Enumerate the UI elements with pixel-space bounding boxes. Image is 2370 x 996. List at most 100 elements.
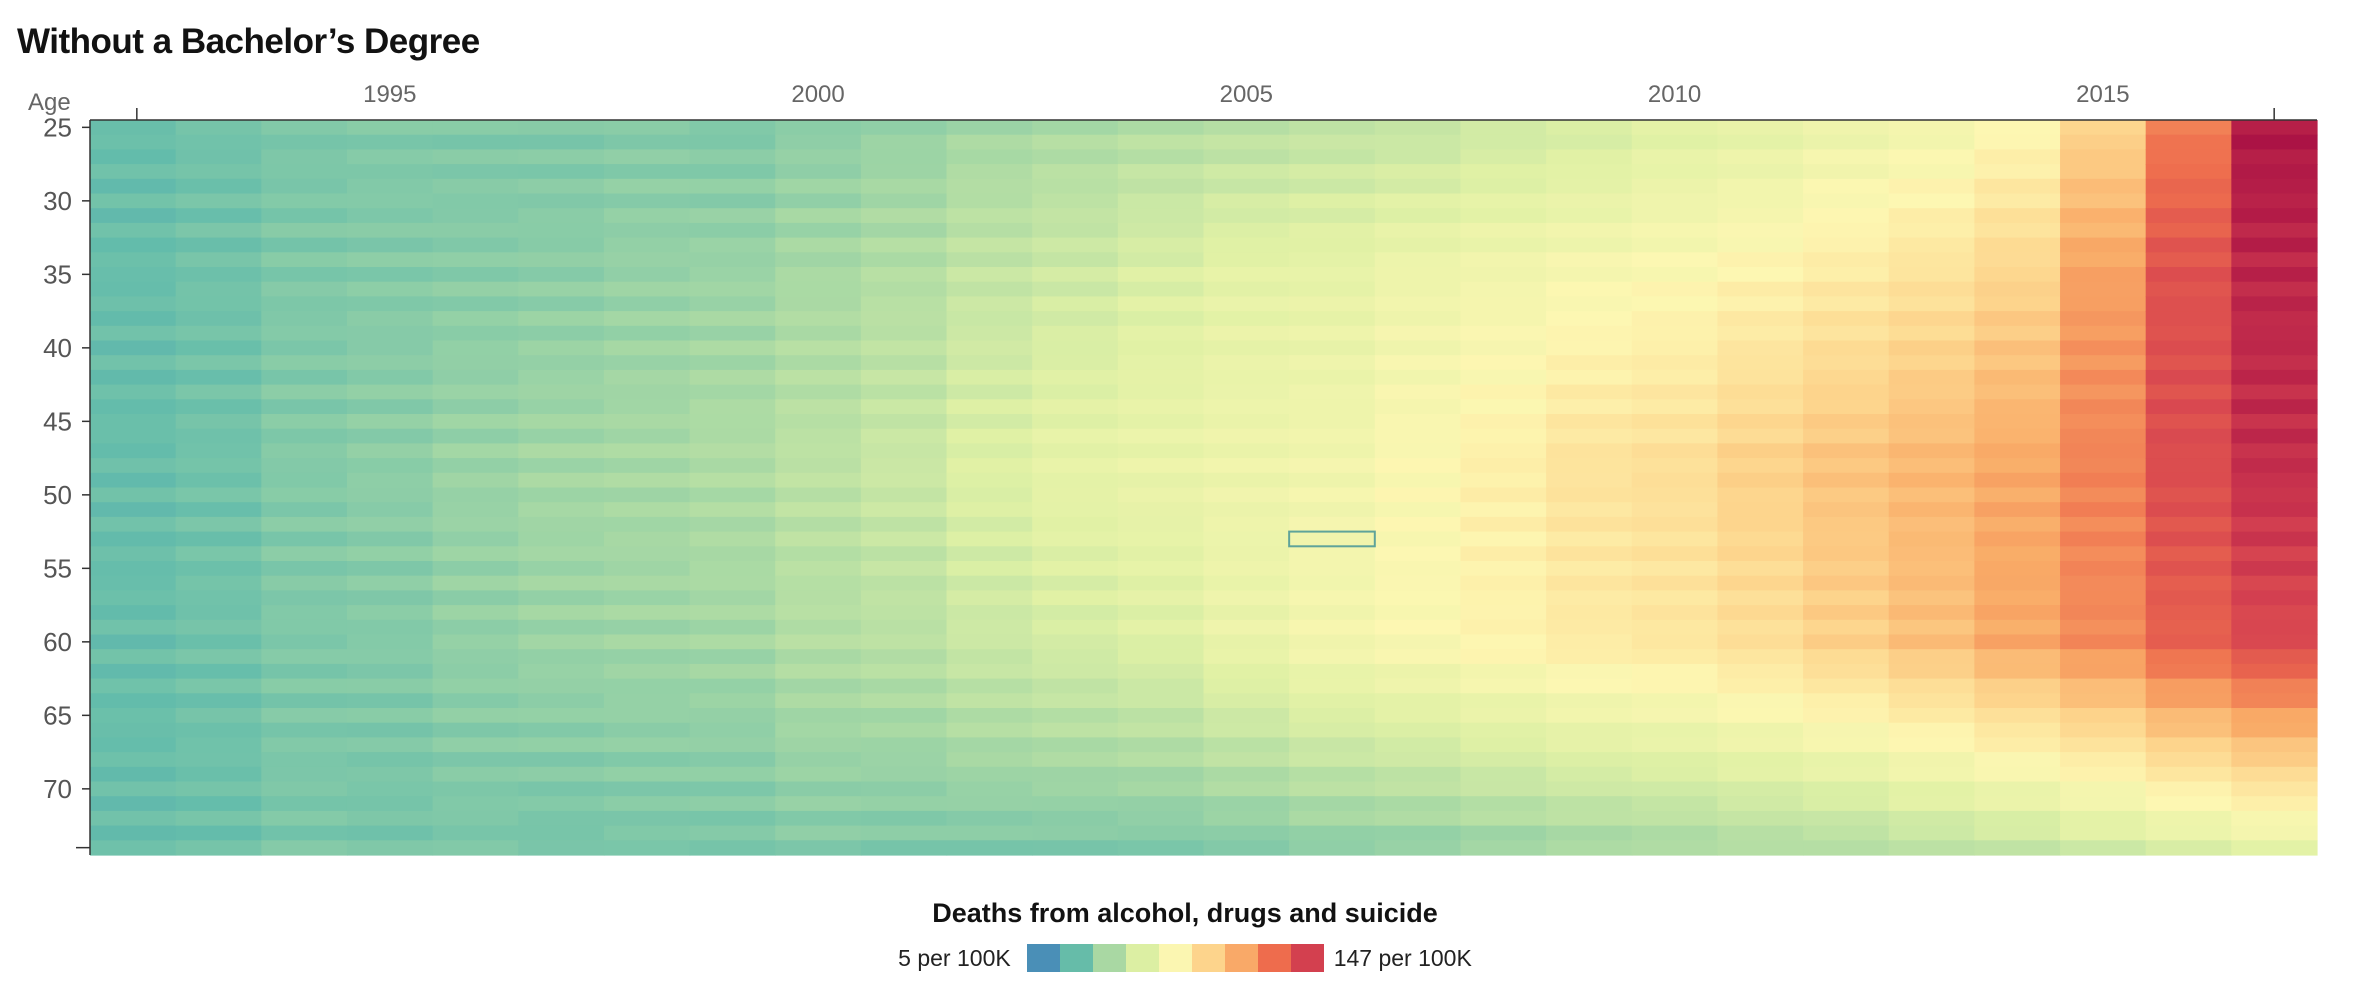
heatmap-cell	[689, 399, 776, 415]
heatmap-cell	[346, 340, 434, 356]
heatmap-cell	[2231, 752, 2318, 768]
heatmap-cell	[603, 193, 691, 209]
heatmap-cell	[946, 766, 1033, 783]
heatmap-cell	[346, 267, 434, 283]
heatmap-cell	[603, 810, 691, 827]
heatmap-cell	[1546, 267, 1633, 283]
heatmap-cell	[1203, 825, 1290, 841]
heatmap-cell	[1032, 619, 1119, 636]
heatmap-cell	[518, 311, 605, 327]
heatmap-cell	[1117, 678, 1205, 694]
heatmap-cell	[1631, 178, 1719, 195]
heatmap-cell	[1289, 472, 1376, 489]
heatmap-cell	[2060, 663, 2147, 680]
heatmap-cell	[175, 708, 262, 724]
heatmap-cell	[1631, 472, 1719, 489]
heatmap-cell	[1717, 605, 1804, 621]
heatmap-cell	[1032, 252, 1119, 268]
heatmap-cell	[2060, 384, 2147, 400]
heatmap-cell	[1460, 590, 1547, 606]
heatmap-cell	[2060, 237, 2147, 253]
heatmap-cell	[2060, 428, 2147, 444]
heatmap-cell	[1803, 325, 1890, 342]
heatmap-cell	[518, 120, 605, 136]
heatmap-cell	[1374, 840, 1462, 856]
heatmap-cell	[432, 590, 519, 606]
heatmap-cell	[261, 678, 348, 694]
heatmap-cell	[1203, 369, 1290, 386]
heatmap-cell	[860, 649, 948, 665]
heatmap-cell	[1032, 605, 1119, 621]
heatmap-cell	[1203, 737, 1290, 753]
heatmap-cell	[261, 561, 348, 577]
heatmap-cell	[775, 384, 862, 400]
heatmap-cell	[432, 193, 519, 209]
heatmap-cell	[1032, 781, 1119, 797]
heatmap-cell	[518, 546, 605, 562]
heatmap-cell	[1631, 252, 1719, 268]
heatmap-cell	[90, 281, 177, 297]
heatmap-cell	[946, 472, 1033, 489]
heatmap-cell	[1032, 590, 1119, 606]
heatmap-cell	[175, 472, 262, 489]
heatmap-cell	[1460, 766, 1547, 783]
heatmap-cell	[518, 840, 605, 856]
heatmap-cell	[2060, 531, 2147, 547]
heatmap-cell	[261, 693, 348, 709]
heatmap-cell	[775, 178, 862, 195]
heatmap-cell	[1374, 414, 1462, 430]
heatmap-cell	[175, 487, 262, 503]
heatmap-cell	[1117, 561, 1205, 577]
heatmap-cell	[1974, 766, 2061, 783]
heatmap-cell	[1546, 208, 1633, 224]
heatmap-cell	[1888, 561, 1975, 577]
heatmap-cell	[1717, 384, 1804, 400]
heatmap-cell	[1117, 825, 1205, 841]
heatmap-cell	[518, 531, 605, 547]
heatmap-cell	[261, 516, 348, 533]
heatmap-cell	[1631, 355, 1719, 371]
heatmap-cell	[175, 678, 262, 694]
heatmap-cell	[2145, 663, 2232, 680]
heatmap-cell	[2145, 399, 2232, 415]
heatmap-cell	[2231, 252, 2318, 268]
heatmap-cell	[1974, 164, 2061, 180]
heatmap-cell	[90, 237, 177, 253]
heatmap-cell	[1631, 414, 1719, 430]
heatmap-cell	[603, 693, 691, 709]
heatmap-cell	[518, 766, 605, 783]
heatmap-cell	[1717, 458, 1804, 474]
heatmap-cell	[689, 237, 776, 253]
heatmap-cell	[1374, 178, 1462, 195]
heatmap-cell	[2231, 619, 2318, 636]
heatmap-cell	[261, 252, 348, 268]
heatmap-cell	[1117, 531, 1205, 547]
heatmap-cell	[1203, 766, 1290, 783]
heatmap-cell	[432, 634, 519, 650]
heatmap-cell	[775, 164, 862, 180]
heatmap-cell	[261, 267, 348, 283]
heatmap-cell	[518, 619, 605, 636]
heatmap-cell	[1803, 516, 1890, 533]
heatmap-cell	[2060, 502, 2147, 518]
heatmap-cell	[1546, 399, 1633, 415]
heatmap-cell	[946, 546, 1033, 562]
heatmap-cell	[689, 443, 776, 459]
heatmap-cell	[946, 752, 1033, 768]
heatmap-cell	[1974, 149, 2061, 165]
heatmap-cell	[860, 134, 948, 150]
heatmap-cell	[689, 575, 776, 591]
heatmap-cell	[2145, 311, 2232, 327]
heatmap-cell	[603, 708, 691, 724]
heatmap-cell	[1974, 296, 2061, 312]
heatmap-cell	[1374, 678, 1462, 694]
heatmap-cell	[775, 546, 862, 562]
heatmap-cell	[1374, 267, 1462, 283]
heatmap-cell	[1631, 590, 1719, 606]
heatmap-cell	[90, 575, 177, 591]
heatmap-cell	[860, 737, 948, 753]
heatmap-cell	[1717, 546, 1804, 562]
heatmap-cell	[1546, 737, 1633, 753]
heatmap-cell	[261, 193, 348, 209]
heatmap-cell	[1631, 399, 1719, 415]
